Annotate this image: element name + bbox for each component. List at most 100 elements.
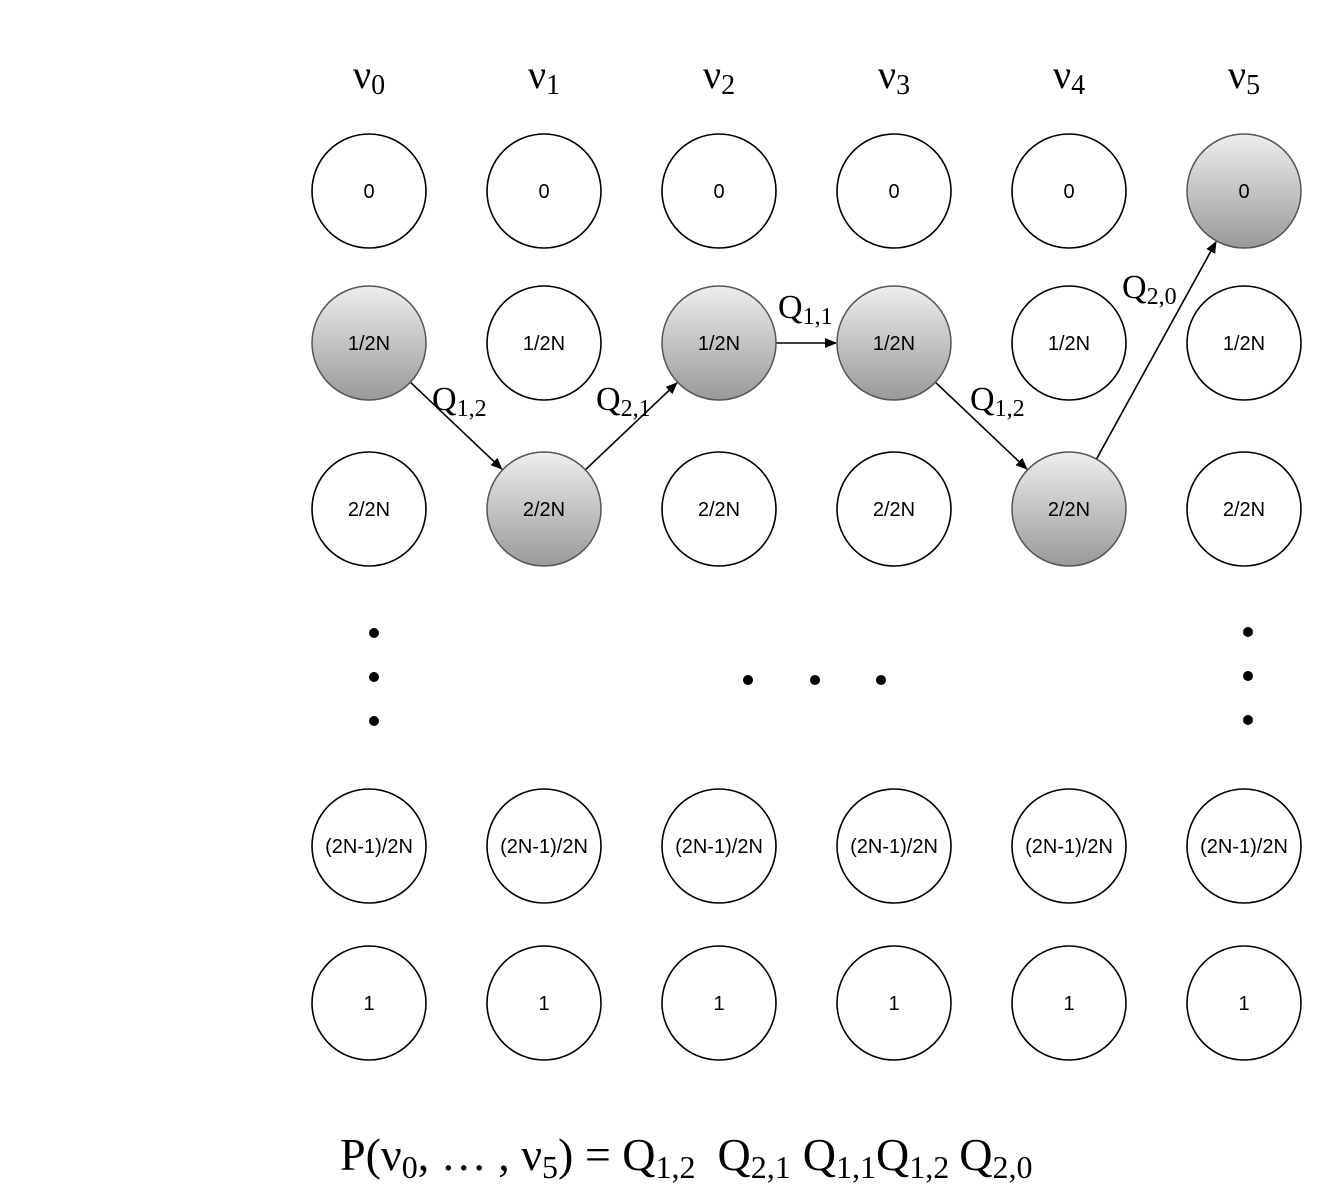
formula-sub-start: 0 [402, 1149, 418, 1185]
column-header: ν2 [703, 52, 735, 101]
state-circle [836, 285, 952, 401]
state-circle [1011, 285, 1127, 401]
state-label: 1 [538, 993, 549, 1015]
state-node-on-path: 2/2N [486, 451, 602, 567]
state-circle [486, 788, 602, 904]
column-header: ν3 [878, 52, 910, 101]
transition-edges [409, 240, 1217, 471]
state-label: 1 [1238, 993, 1249, 1015]
state-label: 1 [363, 993, 374, 1015]
state-node: 1/2N [1011, 285, 1127, 401]
column-header-var: ν [1228, 52, 1246, 97]
transition-label: Q1,2 [970, 381, 1025, 422]
state-label: 2/2N [1048, 499, 1090, 521]
state-node: 2/2N [1186, 451, 1302, 567]
column-header-sub: 1 [546, 70, 560, 101]
state-circle [1011, 133, 1127, 249]
state-circle [1011, 945, 1127, 1061]
state-node: (2N-1)/2N [486, 788, 602, 904]
state-circle [311, 285, 427, 401]
formula-var: ν [381, 1129, 402, 1180]
transition-label-sub: 1,2 [457, 396, 487, 422]
formula-term: Q [803, 1129, 836, 1180]
transition-label: Q1,1 [778, 289, 833, 330]
state-label: (2N-1)/2N [675, 836, 763, 858]
column-header-sub: 4 [1071, 70, 1085, 101]
state-circle [1186, 451, 1302, 567]
ellipsis-dot [1243, 715, 1253, 725]
state-node: 1 [311, 945, 427, 1061]
state-label: 1/2N [873, 333, 915, 355]
state-node: 1/2N [486, 285, 602, 401]
ellipsis-dot [369, 716, 379, 726]
formula-term-sub: 2,0 [992, 1149, 1032, 1185]
state-node: 0 [661, 133, 777, 249]
transition-label-base: Q [596, 381, 621, 418]
state-circle [486, 451, 602, 567]
state-label: (2N-1)/2N [1200, 836, 1288, 858]
column-header-var: ν [528, 52, 546, 97]
column-header: ν4 [1053, 52, 1085, 101]
state-label: 1 [888, 993, 899, 1015]
state-node: 1 [836, 945, 952, 1061]
state-node: 1 [486, 945, 602, 1061]
state-node: 2/2N [836, 451, 952, 567]
state-circle [311, 788, 427, 904]
state-circle [311, 133, 427, 249]
state-node: 0 [1011, 133, 1127, 249]
state-circle [1011, 788, 1127, 904]
transition-arrow [409, 381, 503, 470]
transition-label-base: Q [970, 381, 995, 418]
ellipsis-dot [1243, 627, 1253, 637]
transition-label: Q1,2 [432, 381, 487, 422]
state-label: 2/2N [698, 499, 740, 521]
state-circle [661, 285, 777, 401]
ellipsis-dot [369, 628, 379, 638]
transition-label-base: Q [778, 289, 803, 326]
formula-mid: , … , [418, 1129, 522, 1180]
state-node: 2/2N [311, 451, 427, 567]
transition-label: Q2,0 [1122, 269, 1177, 310]
ellipsis-dot [743, 675, 753, 685]
state-node: (2N-1)/2N [1186, 788, 1302, 904]
state-circle [836, 451, 952, 567]
state-circle [486, 945, 602, 1061]
formula-sub-end: 5 [542, 1149, 558, 1185]
state-circle [1011, 451, 1127, 567]
state-node: 0 [836, 133, 952, 249]
state-circle [661, 451, 777, 567]
state-label: 1/2N [698, 333, 740, 355]
ellipsis-dot [876, 675, 886, 685]
state-label: 2/2N [523, 499, 565, 521]
state-node: 1 [1011, 945, 1127, 1061]
formula-term: Q [959, 1129, 992, 1180]
column-header-var: ν [703, 52, 721, 97]
state-node: (2N-1)/2N [661, 788, 777, 904]
state-circle [661, 788, 777, 904]
state-node: 1 [661, 945, 777, 1061]
column-header-sub: 5 [1246, 70, 1260, 101]
state-node-on-path: 0 [1186, 133, 1302, 249]
column-header-var: ν [1053, 52, 1071, 97]
state-node: 1/2N [1186, 285, 1302, 401]
state-label: 0 [1238, 181, 1249, 203]
state-label: (2N-1)/2N [1025, 836, 1113, 858]
state-node-on-path: 2/2N [1011, 451, 1127, 567]
column-header: ν0 [353, 52, 385, 101]
formula-var: ν [521, 1129, 542, 1180]
state-label: (2N-1)/2N [850, 836, 938, 858]
ellipsis-dot [1243, 671, 1253, 681]
state-node-on-path: 1/2N [836, 285, 952, 401]
column-headers: ν0 ν1 ν2 ν3 ν4 ν5 [353, 52, 1260, 101]
formula-term-sub: 1,1 [836, 1149, 876, 1185]
column-header: ν1 [528, 52, 560, 101]
state-label: 0 [713, 181, 724, 203]
state-label: 1 [713, 993, 724, 1015]
column-header: ν5 [1228, 52, 1260, 101]
state-circle [1186, 945, 1302, 1061]
state-label: 0 [1063, 181, 1074, 203]
column-header-sub: 0 [371, 70, 385, 101]
formula-term: Q [718, 1129, 751, 1180]
state-node: 2/2N [661, 451, 777, 567]
